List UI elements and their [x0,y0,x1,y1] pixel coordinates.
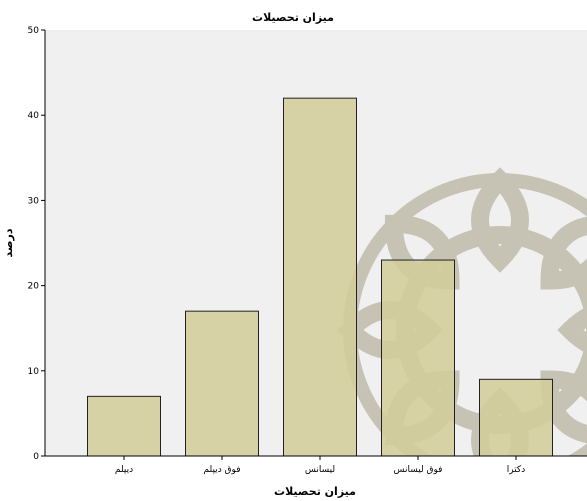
x-tick-label: دکترا [507,465,525,475]
bar [283,97,357,457]
bar [381,259,455,457]
y-tick-label: 10 [28,367,40,377]
x-ticks: دیپلم فوق دیپلم لیسانس فوق لیسانس دکترا [115,456,525,475]
x-tick-label: فوق دیپلم [204,465,241,475]
bars [87,97,553,457]
y-axis-title: درصد [2,228,15,257]
x-tick-label: لیسانس [305,465,335,475]
x-axis-title: میزان تحصیلات [274,485,356,498]
y-tick-label: 20 [28,282,40,292]
y-tick-label: 0 [33,452,39,462]
x-tick-label: دیپلم [115,465,133,475]
x-tick-label: فوق لیسانس [393,465,442,475]
bar [479,378,553,457]
bar [185,310,259,457]
bar [87,395,161,457]
chart-title: میزان تحصیلات [252,11,334,24]
y-ticks: 0 10 20 30 40 50 [28,26,45,462]
y-tick-label: 30 [28,196,40,206]
y-tick-label: 50 [28,26,40,36]
y-tick-label: 40 [28,111,40,121]
